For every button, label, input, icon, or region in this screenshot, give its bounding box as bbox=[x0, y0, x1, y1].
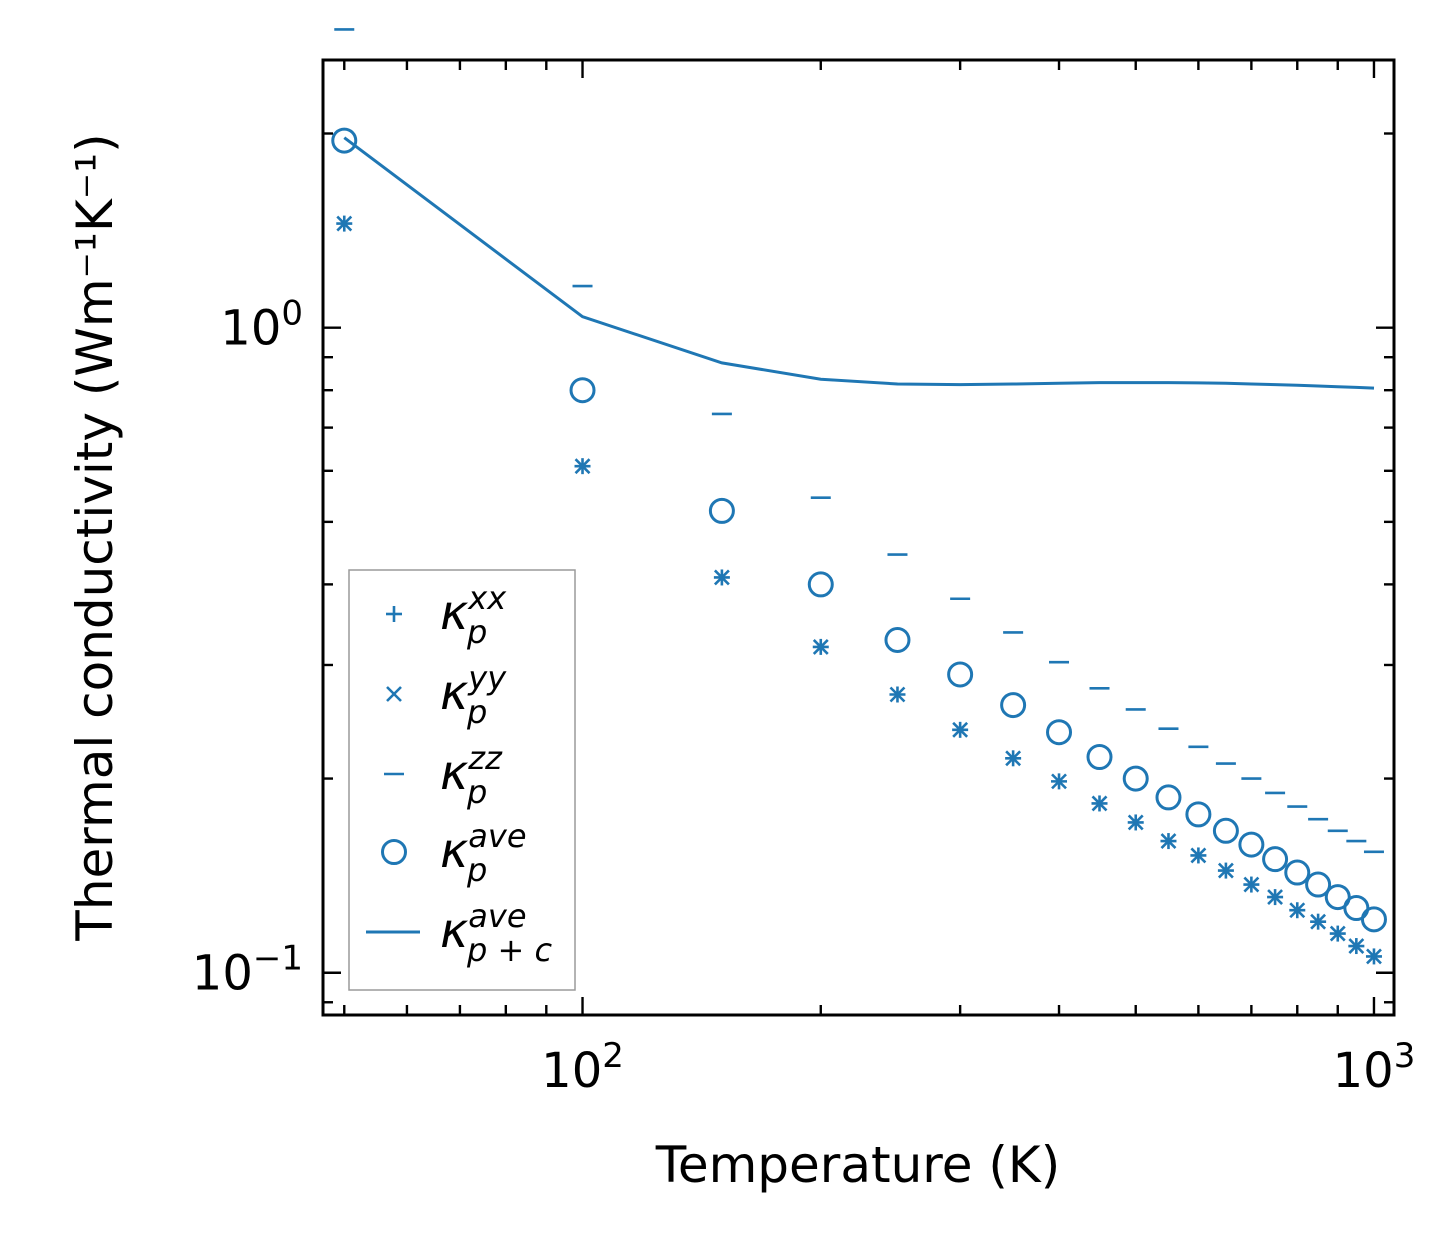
data-point bbox=[1005, 750, 1022, 767]
data-point bbox=[1324, 884, 1351, 911]
data-point bbox=[1217, 862, 1234, 879]
tick-labels: 102 103 10−1 100 bbox=[192, 294, 1416, 1099]
series-line bbox=[343, 136, 1375, 390]
legend-item: κave p + c bbox=[366, 897, 552, 969]
data-point bbox=[1348, 938, 1365, 954]
data-point bbox=[1284, 859, 1311, 886]
data-point bbox=[1310, 913, 1327, 930]
legend-item: κyy p bbox=[386, 659, 507, 731]
data-point bbox=[889, 686, 906, 703]
data-point bbox=[1267, 889, 1284, 906]
data-point bbox=[947, 661, 974, 688]
y-axis-title: Thermal conductivity (Wm⁻¹K⁻¹) bbox=[66, 133, 124, 941]
x-tick-label: 103 bbox=[1333, 1036, 1416, 1099]
legend-marker-icon bbox=[386, 606, 402, 622]
data-point bbox=[1262, 846, 1289, 873]
legend-marker-icon bbox=[386, 686, 402, 702]
data-point bbox=[807, 571, 834, 598]
series-kappa-p-zz bbox=[334, 28, 1384, 854]
data-point bbox=[569, 377, 596, 404]
data-point bbox=[1127, 814, 1144, 831]
x-tick-label: 102 bbox=[541, 1036, 624, 1099]
data-point bbox=[1086, 744, 1113, 771]
x-axis-title: Temperature (K) bbox=[655, 1136, 1060, 1194]
data-point bbox=[952, 721, 969, 738]
data-point bbox=[812, 638, 829, 655]
data-point bbox=[1046, 719, 1073, 746]
legend-label: κzz p bbox=[440, 739, 503, 811]
legend-label: κave p + c bbox=[440, 897, 552, 969]
data-point bbox=[1360, 906, 1387, 933]
data-point bbox=[574, 458, 591, 475]
data-point bbox=[1305, 871, 1332, 898]
axes-frame bbox=[321, 58, 1396, 1017]
legend-box bbox=[348, 569, 576, 991]
axis-ticks bbox=[323, 60, 1394, 1015]
data-point bbox=[1051, 773, 1067, 790]
data-point bbox=[1366, 948, 1382, 965]
data-point bbox=[1238, 831, 1265, 858]
data-point bbox=[1185, 801, 1212, 828]
legend-item: κxx p bbox=[386, 579, 507, 651]
data-point bbox=[331, 127, 358, 154]
data-point bbox=[1243, 876, 1260, 893]
series-kappa-p-ave bbox=[331, 127, 1387, 933]
data-point bbox=[1329, 925, 1346, 942]
data-point bbox=[1000, 692, 1027, 719]
data-point bbox=[708, 497, 735, 524]
data-point bbox=[1190, 847, 1207, 864]
y-tick-label: 10−1 bbox=[192, 939, 303, 1002]
legend-item: κzz p bbox=[384, 739, 503, 811]
legend-label: κxx p bbox=[440, 579, 507, 651]
data-point bbox=[1091, 795, 1108, 812]
legend-label: κyy p bbox=[440, 659, 507, 731]
series-kappa-p-yy bbox=[336, 215, 1382, 965]
data-point bbox=[713, 569, 730, 586]
series-kappa-p-c-ave bbox=[343, 136, 1375, 390]
legend-label: κave p bbox=[440, 817, 527, 889]
data-point bbox=[1122, 765, 1149, 792]
legend-marker-icon bbox=[381, 839, 407, 865]
legend-item: κave p bbox=[381, 817, 527, 889]
plot-area bbox=[331, 28, 1387, 965]
data-point bbox=[1212, 817, 1239, 844]
y-tick-label: 100 bbox=[220, 294, 303, 357]
data-point bbox=[1289, 902, 1306, 919]
data-point bbox=[1160, 833, 1177, 849]
data-point bbox=[884, 626, 911, 653]
data-point bbox=[336, 215, 353, 232]
data-point bbox=[1155, 784, 1182, 811]
